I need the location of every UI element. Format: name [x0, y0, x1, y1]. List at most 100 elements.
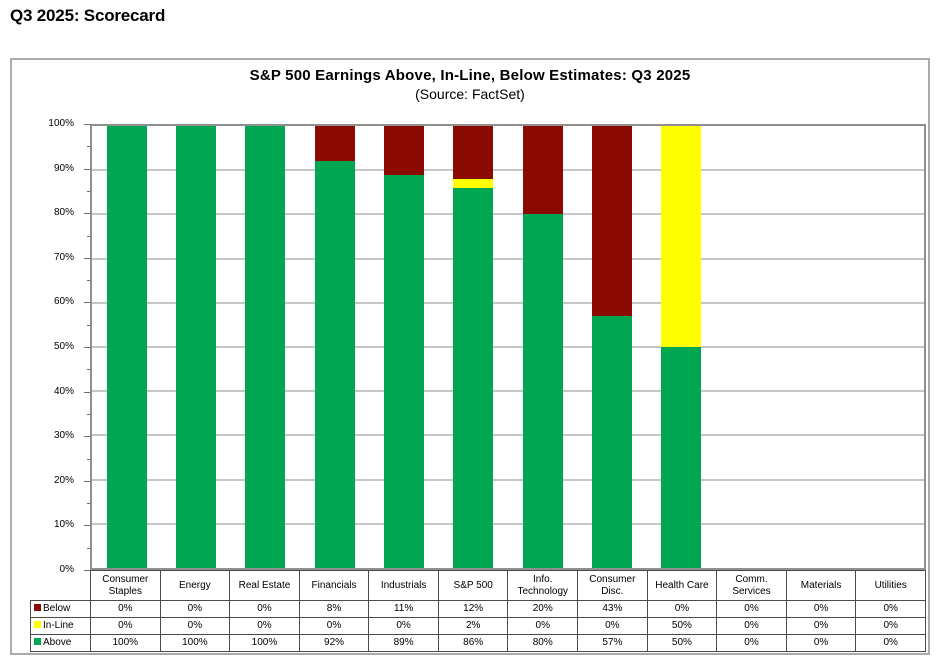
bar-segment-above [383, 174, 425, 568]
category-header: Real Estate [229, 570, 300, 601]
category-header: Info. Technology [507, 570, 579, 601]
bar-segment-above [106, 126, 147, 568]
value-cell: 11% [368, 600, 439, 618]
bar-column [647, 126, 716, 568]
stacked-bar [383, 126, 425, 568]
value-cell: 57% [577, 634, 648, 652]
category-header: Consumer Staples [90, 570, 161, 601]
category-header: Consumer Disc. [577, 570, 648, 601]
y-tick-label: 20% [53, 474, 74, 486]
value-cell: 86% [437, 634, 509, 652]
category-header: Financials [298, 570, 370, 601]
bar-column [369, 126, 438, 568]
gridline [92, 390, 924, 393]
y-tick-major [84, 436, 90, 438]
bar-column [161, 126, 230, 568]
legend-swatch-icon [34, 603, 41, 611]
legend-label-below: Below [30, 600, 91, 618]
value-cell: 2% [437, 617, 509, 635]
value-cell: 0% [785, 634, 857, 652]
value-cell: 100% [90, 634, 161, 652]
y-tick-label: 90% [53, 162, 74, 174]
value-cell: 8% [298, 600, 370, 618]
y-tick-minor [87, 413, 90, 415]
y-tick-minor [87, 190, 90, 192]
y-tick-major [84, 480, 90, 482]
stacked-bar [106, 126, 147, 568]
legend-swatch-icon [34, 620, 41, 628]
value-cell: 100% [159, 634, 231, 652]
bar-segment-above [661, 347, 702, 568]
category-header: Utilities [855, 570, 926, 601]
y-tick-label: 50% [53, 341, 74, 352]
y-tick-label: 40% [53, 385, 74, 397]
gridline [92, 522, 924, 525]
y-tick-major [84, 257, 90, 259]
category-header: Comm. Services [716, 570, 787, 601]
value-cell: 0% [90, 600, 161, 618]
stacked-bar [245, 126, 286, 568]
gridline [92, 301, 924, 304]
gridline [92, 434, 924, 437]
value-cell: 0% [785, 600, 857, 618]
table-corner [31, 571, 91, 601]
value-cell: 0% [229, 600, 300, 618]
stacked-bar [314, 126, 355, 568]
value-cell: 0% [577, 617, 648, 635]
y-tick-label: 70% [53, 251, 74, 263]
bar-segment-in-line [661, 126, 702, 347]
bar-segment-in-line [453, 179, 494, 188]
data-table: Consumer Staples Energy Real Estate Financi… [30, 570, 926, 652]
legend-label-in-line: In-Line [30, 617, 91, 635]
value-cell: 0% [716, 617, 787, 635]
value-cell: 0% [159, 600, 231, 618]
value-cell: 100% [229, 634, 300, 652]
y-tick-major [84, 302, 90, 304]
y-tick-minor [87, 146, 90, 148]
bar-segment-below [591, 126, 633, 317]
bar-segment-above [245, 126, 286, 568]
bars-container [92, 126, 924, 568]
y-tick-label: 60% [53, 296, 74, 308]
value-cell: 0% [855, 617, 926, 635]
category-header: Health Care [646, 570, 718, 601]
value-cell: 0% [368, 617, 439, 635]
y-tick-minor [87, 503, 90, 505]
bar-segment-above [314, 161, 355, 568]
y-tick-label: 10% [53, 519, 74, 531]
y-tick-major [84, 213, 90, 215]
value-cell: 0% [785, 617, 857, 635]
y-tick-minor [87, 547, 90, 549]
value-cell: 20% [507, 600, 579, 618]
bar-column [231, 126, 300, 568]
bar-column [439, 126, 508, 568]
value-cell: 89% [368, 634, 439, 652]
bar-segment-below [522, 126, 563, 215]
chart-frame: S&P 500 Earnings Above, In-Line, Below E… [10, 58, 930, 655]
gridline [92, 346, 924, 348]
value-cell: 0% [855, 634, 926, 652]
y-tick-major [84, 391, 90, 393]
bar-segment-above [175, 126, 217, 568]
bar-segment-below [383, 126, 425, 175]
bar-column [855, 126, 924, 568]
value-cell: 0% [716, 600, 787, 618]
stacked-bar [175, 126, 217, 568]
bar-column [300, 126, 369, 568]
value-cell: 0% [90, 617, 161, 635]
category-header: Materials [785, 570, 857, 601]
bar-segment-above [453, 187, 494, 568]
value-cell: 0% [229, 617, 300, 635]
category-header: Energy [159, 570, 231, 601]
y-tick-minor [87, 235, 90, 237]
y-tick-minor [87, 369, 90, 371]
y-tick-major [84, 168, 90, 170]
value-cell: 50% [646, 617, 718, 635]
value-cell: 50% [646, 634, 718, 652]
y-tick-label: 80% [53, 207, 74, 219]
bar-column [716, 126, 785, 568]
category-header: S&P 500 [437, 570, 509, 601]
stacked-bar [591, 126, 633, 568]
bar-segment-above [522, 214, 563, 568]
value-cell: 0% [159, 617, 231, 635]
